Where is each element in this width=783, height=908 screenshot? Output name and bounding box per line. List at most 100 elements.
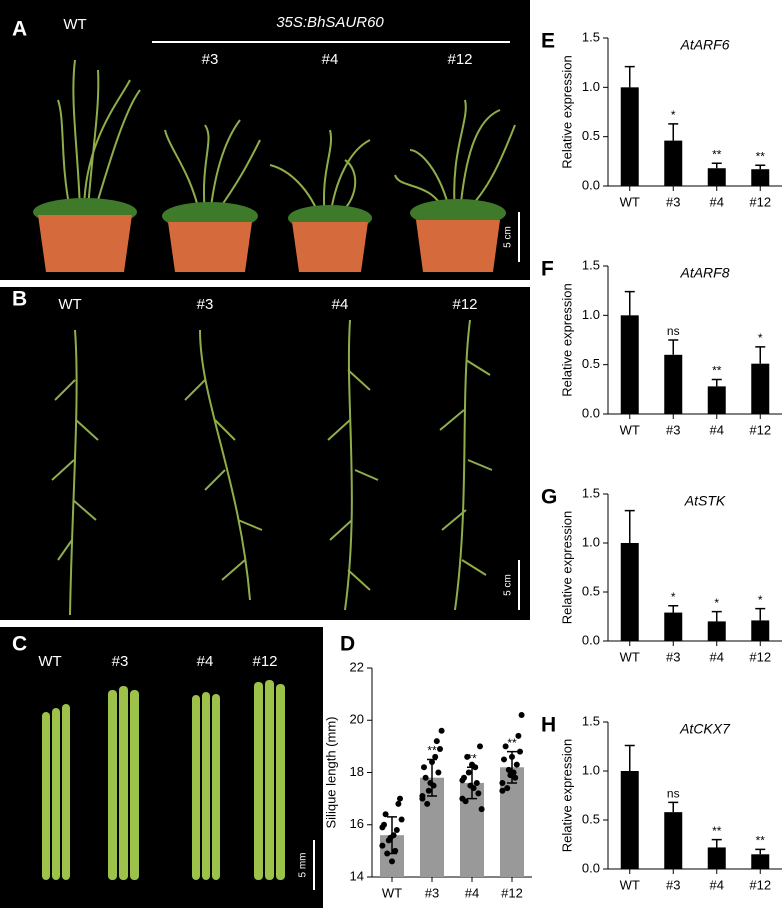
chart-title: AtSTK [684,493,726,509]
data-point [422,774,429,781]
bar [500,767,524,877]
error-bar [711,610,722,622]
scale-label: 5 cm [503,226,514,248]
data-point [437,745,443,752]
significance: * [671,108,676,122]
data-point [387,834,394,841]
chart-title: AtCKX7 [679,721,731,737]
bar [751,169,770,186]
chart-title: AtARF8 [679,265,729,281]
data-point [424,800,431,807]
error-bar [668,604,679,613]
label: WT [58,296,81,313]
error-bar [624,290,635,316]
y-tick-label: 0.5 [582,811,600,826]
data-point [475,790,482,797]
error-bar [755,848,766,855]
error-bar [387,816,397,855]
bar [620,87,639,186]
panel-letter: B [12,288,27,311]
x-tick-label: #3 [425,885,439,900]
y-tick-label: 0.0 [582,405,600,420]
y-tick-label: 20 [350,712,364,727]
data-point [507,772,514,779]
error-bar [668,339,679,355]
x-tick-label: #4 [710,649,724,664]
y-tick-label: 1.0 [582,534,600,549]
significance: * [758,593,763,607]
label: #3 [202,51,219,68]
significance: ** [756,149,766,163]
y-axis-label: Relative expression [559,283,574,396]
bar [751,363,770,414]
error-bar [755,346,766,364]
x-tick-label: WT [620,649,640,664]
siliques-c [42,680,285,880]
data-point [504,785,511,792]
significance: ** [507,736,517,750]
significance: ** [467,751,477,765]
y-tick-label: 1.5 [582,257,600,272]
data-point [435,769,442,776]
data-point [464,753,471,760]
bar [707,847,726,869]
data-point [433,738,440,745]
data-point [499,787,506,794]
y-tick-label: 1.0 [582,79,600,94]
error-bar [624,65,635,88]
bar [707,621,726,641]
error-bar [711,162,722,169]
data-point [467,782,474,789]
y-tick-label: 0.5 [582,583,600,598]
x-tick-label: #4 [710,194,724,209]
bar [620,543,639,641]
significance: ** [712,147,722,161]
label: #4 [197,653,214,670]
bar [664,812,683,869]
data-point [459,777,466,784]
x-tick-label: #3 [666,422,680,437]
photo-b [0,287,530,620]
bar [664,612,683,641]
data-point [384,850,391,857]
x-tick-label: #3 [666,194,680,209]
x-tick-label: WT [620,422,640,437]
x-tick-label: WT [620,194,640,209]
data-point [462,798,469,805]
x-tick-label: #12 [501,885,523,900]
data-point [429,759,435,766]
data-point [465,769,472,776]
error-bar [668,123,679,141]
data-point [515,732,522,739]
data-point [477,743,483,750]
label: #12 [447,51,472,68]
bar [751,620,770,641]
y-axis-label: Relative expression [559,739,574,852]
data-point [469,761,475,768]
bar [664,140,683,186]
data-point [392,847,399,854]
data-point [501,756,507,763]
data-point [478,806,485,813]
y-tick-label: 1.0 [582,762,600,777]
y-tick-label: 0.5 [582,356,600,371]
y-tick-label: 0.0 [582,860,600,875]
x-tick-label: #3 [666,649,680,664]
data-point [398,816,405,823]
data-point [393,826,400,833]
data-point [421,764,427,771]
data-point [473,779,480,786]
significance: * [671,590,676,604]
significance: ns [667,787,680,801]
data-point [512,774,519,781]
group-label: 35S:BhSAUR60 [276,14,384,31]
x-tick-label: #12 [749,649,771,664]
plants-a [33,59,516,272]
data-point [425,787,432,794]
significance: ** [427,744,437,758]
branches-b [51,319,493,616]
data-point [379,824,386,831]
label: #3 [197,296,214,313]
data-point [395,800,402,807]
x-tick-label: #12 [749,877,771,892]
